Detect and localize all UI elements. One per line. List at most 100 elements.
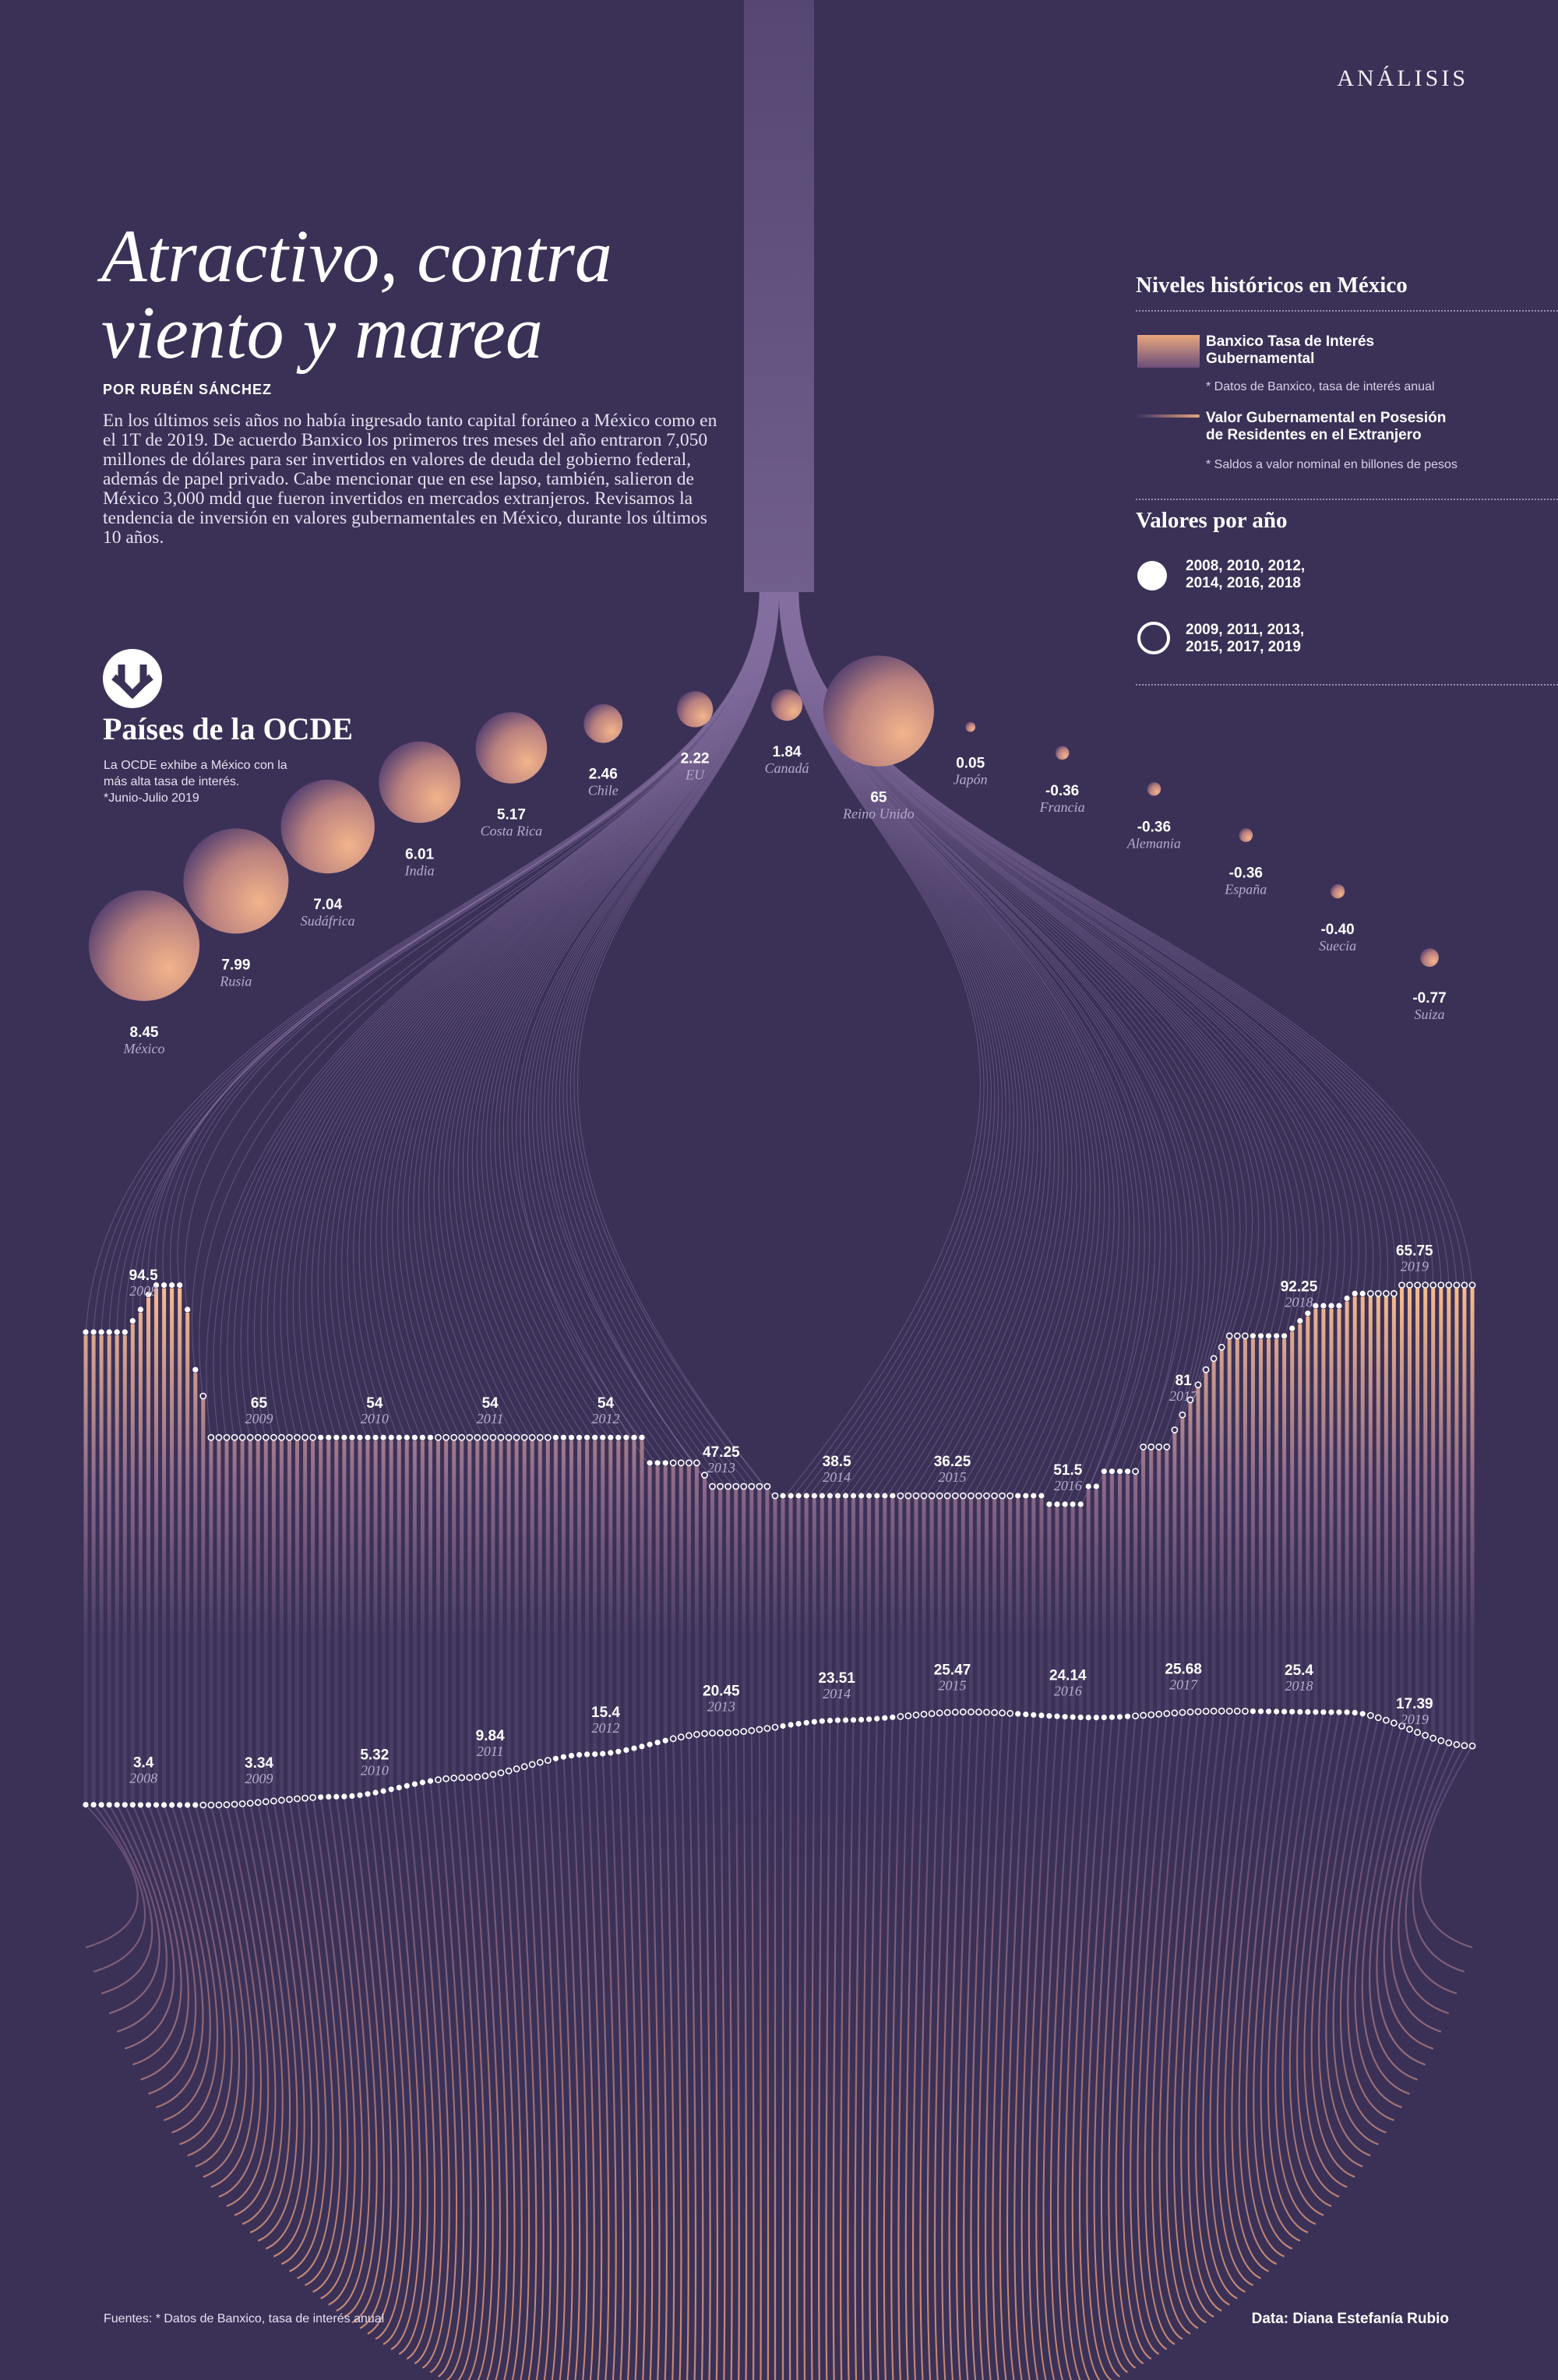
bowl-line bbox=[476, 1776, 501, 2380]
rate-point bbox=[608, 1434, 614, 1440]
funnel-line bbox=[341, 591, 769, 1441]
funnel-line bbox=[397, 591, 770, 1441]
rate-point bbox=[1453, 1282, 1461, 1289]
bowl-line bbox=[210, 1804, 255, 2188]
rate-point bbox=[1383, 1290, 1390, 1297]
holdings-point bbox=[1359, 1711, 1366, 1717]
rate-point bbox=[1031, 1493, 1037, 1499]
rate-point bbox=[1179, 1411, 1186, 1419]
bowl-line bbox=[1028, 1715, 1050, 2380]
holdings-point bbox=[1366, 1712, 1374, 1719]
rate-point bbox=[920, 1492, 928, 1500]
holdings-point bbox=[897, 1712, 904, 1720]
years-legend-title: Valores por año bbox=[1136, 508, 1288, 533]
holdings-point bbox=[396, 1785, 402, 1791]
bowl-line bbox=[609, 1752, 625, 2380]
rate-value-label: 51.5 bbox=[1053, 1462, 1082, 1479]
rate-point bbox=[717, 1483, 724, 1490]
holdings-point bbox=[458, 1774, 466, 1782]
funnel-line bbox=[523, 591, 777, 1467]
rate-point bbox=[842, 1493, 849, 1499]
holdings-value-label: 25.4 bbox=[1285, 1662, 1313, 1679]
holdings-point bbox=[662, 1737, 668, 1744]
holdings-point bbox=[552, 1755, 559, 1761]
rate-point bbox=[1289, 1325, 1295, 1331]
funnel-line bbox=[780, 591, 1010, 1500]
legend-item-2-line-2: de Residentes en el Extranjero bbox=[1206, 427, 1422, 443]
rate-point bbox=[1391, 1290, 1398, 1297]
holdings-point bbox=[207, 1801, 215, 1809]
funnel-line bbox=[227, 591, 764, 1441]
funnel-line bbox=[476, 591, 774, 1441]
rate-point bbox=[1163, 1443, 1171, 1451]
funnel-line bbox=[779, 591, 996, 1500]
funnel-line bbox=[781, 591, 1014, 1500]
bowl-line bbox=[429, 1780, 458, 2374]
funnel-line bbox=[787, 591, 1140, 1508]
bowl-line bbox=[633, 1748, 647, 2380]
holdings-point bbox=[536, 1758, 544, 1766]
rate-point bbox=[1202, 1366, 1210, 1373]
holdings-value-label: 25.68 bbox=[1165, 1661, 1202, 1677]
rate-point bbox=[481, 1433, 489, 1441]
holdings-point bbox=[732, 1729, 740, 1736]
country-name-label: Sudáfrica bbox=[301, 913, 355, 929]
funnel-line bbox=[783, 591, 1068, 1500]
funnel-line bbox=[233, 591, 765, 1441]
holdings-point bbox=[1046, 1713, 1052, 1719]
bowl-line bbox=[516, 1768, 538, 2380]
holdings-point bbox=[505, 1767, 513, 1775]
bowl-line bbox=[869, 1719, 878, 2380]
funnel-line bbox=[353, 591, 769, 1441]
rate-point bbox=[98, 1329, 104, 1335]
rate-value-label: 94.5 bbox=[129, 1268, 158, 1284]
bowl-line bbox=[358, 1795, 393, 2329]
rate-point bbox=[1109, 1469, 1115, 1475]
holdings-point bbox=[1406, 1726, 1413, 1733]
rate-point bbox=[951, 1492, 959, 1500]
funnel-line bbox=[428, 591, 772, 1441]
rate-point bbox=[231, 1433, 238, 1441]
banxico-rate-swatch bbox=[1137, 335, 1200, 368]
even-years-line-1: 2008, 2010, 2012, bbox=[1186, 558, 1306, 574]
rate-point bbox=[223, 1433, 231, 1441]
bowl-line bbox=[1296, 1712, 1341, 2198]
funnel-line bbox=[247, 591, 765, 1441]
rate-point bbox=[959, 1492, 967, 1500]
bowl-line bbox=[132, 1804, 182, 2066]
holdings-point bbox=[520, 1763, 528, 1771]
arrow-down-circle-icon bbox=[103, 649, 162, 708]
rate-point bbox=[897, 1492, 904, 1500]
bowl-line bbox=[1281, 1712, 1324, 2216]
rate-point bbox=[1313, 1303, 1319, 1309]
rate-point bbox=[1101, 1469, 1107, 1475]
holdings-point bbox=[1429, 1734, 1437, 1742]
holdings-point bbox=[326, 1793, 332, 1800]
rate-point bbox=[1274, 1333, 1280, 1339]
holdings-point bbox=[254, 1799, 262, 1807]
bowl-line bbox=[1361, 1729, 1411, 2095]
holdings-point bbox=[724, 1729, 731, 1737]
funnel-line bbox=[786, 591, 1125, 1508]
funnel-line bbox=[788, 591, 1188, 1451]
rate-point bbox=[1406, 1282, 1413, 1289]
funnel-line bbox=[375, 591, 770, 1441]
holdings-year-label: 2017 bbox=[1169, 1677, 1198, 1692]
holdings-point bbox=[497, 1769, 505, 1776]
holdings-year-label: 2012 bbox=[592, 1720, 620, 1736]
country-ball bbox=[1055, 746, 1070, 760]
rate-point bbox=[301, 1433, 308, 1441]
bowl-line bbox=[1108, 1715, 1137, 2369]
funnel-line bbox=[555, 591, 778, 1490]
holdings-point bbox=[677, 1733, 685, 1741]
funnel-line bbox=[779, 591, 989, 1500]
holdings-point bbox=[1313, 1709, 1319, 1715]
holdings-point bbox=[83, 1802, 89, 1808]
rate-point bbox=[129, 1317, 136, 1324]
bowl-line bbox=[890, 1716, 901, 2380]
bowl-line bbox=[810, 1722, 816, 2380]
bowl-line bbox=[1137, 1713, 1168, 2350]
holdings-point bbox=[912, 1711, 920, 1719]
holdings-point bbox=[693, 1730, 700, 1738]
bowl-line bbox=[758, 1729, 762, 2380]
